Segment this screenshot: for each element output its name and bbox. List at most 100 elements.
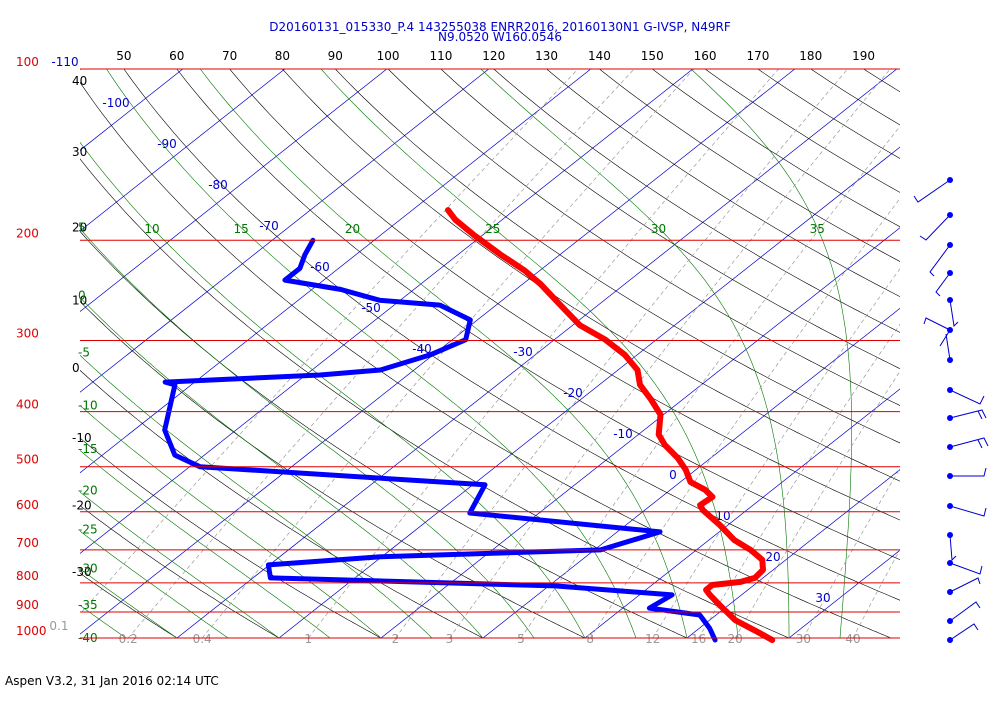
chart-title: D20160131_015330_P.4 143255038 ENRR2016,… — [269, 20, 731, 34]
wind-barb — [923, 317, 951, 347]
mixing-ratio-label: 5 — [517, 632, 525, 646]
dry-adiabat-label: -30 — [72, 565, 92, 579]
isotherm-label: -20 — [563, 386, 583, 400]
barb-dot — [947, 387, 953, 393]
moist-adiabat — [80, 568, 178, 638]
moist-adiabat-label: 15 — [233, 222, 248, 236]
isotherm-label: 20 — [765, 550, 780, 564]
isotherm — [80, 69, 694, 554]
wind-barb — [913, 179, 951, 203]
dry-adiabat-label: 50 — [116, 49, 131, 63]
moist-adiabat — [690, 69, 852, 638]
moist-adiabat-label: -20 — [78, 483, 98, 497]
moist-adiabat-label: 35 — [810, 222, 825, 236]
isotherm-label: -110 — [51, 55, 78, 69]
isotherm — [80, 69, 184, 151]
dry-adiabat — [176, 69, 900, 561]
chart-subtitle: N9.0520 W160.0546 — [438, 30, 562, 44]
dry-adiabat — [229, 69, 900, 521]
isotherm — [80, 69, 388, 312]
isotherm — [80, 69, 592, 474]
moist-adiabat — [80, 228, 535, 638]
mixing-ratio-line — [201, 69, 695, 638]
wind-barb — [949, 299, 959, 328]
dry-adiabat — [80, 158, 790, 638]
isotherm-label: -60 — [310, 260, 330, 274]
dry-adiabat — [546, 69, 900, 298]
pressure-label: 700 — [16, 536, 39, 550]
mixing-ratio-line — [589, 197, 900, 638]
barb-dot — [947, 327, 953, 333]
isotherm-label: 0 — [669, 468, 677, 482]
barb-dot — [947, 560, 953, 566]
isotherm-label: 10 — [715, 509, 730, 523]
dry-adiabat — [757, 69, 900, 159]
moist-adiabat-label: -30 — [78, 562, 98, 576]
dry-adiabat-label: 170 — [746, 49, 769, 63]
moist-adiabat — [80, 491, 280, 638]
mixing-ratio-label: 0.1 — [49, 619, 68, 633]
isotherm — [80, 69, 286, 232]
mixing-ratio-line — [127, 69, 635, 638]
mixing-ratio-label: 12 — [645, 632, 660, 646]
mixing-ratio-label: 20 — [728, 632, 743, 646]
moist-adiabat-label: 5 — [78, 221, 86, 235]
wind-barb — [929, 244, 951, 277]
isotherm-label: -30 — [513, 345, 533, 359]
mixing-ratio-label: 0.4 — [193, 632, 212, 646]
wind-barb — [949, 437, 989, 449]
moist-adiabat — [80, 405, 382, 638]
dry-adiabat — [440, 69, 900, 370]
barb-dot — [947, 532, 953, 538]
barb-dot — [947, 618, 953, 624]
mixing-ratio-label: 40 — [845, 632, 860, 646]
barb-dot — [947, 212, 953, 218]
moist-adiabat-label: 30 — [651, 222, 666, 236]
isotherm-label: -80 — [208, 178, 228, 192]
barb-dot — [947, 357, 953, 363]
dry-adiabat-label: 0 — [72, 361, 80, 375]
pressure-label: 800 — [16, 569, 39, 583]
barb-dot — [947, 177, 953, 183]
dry-adiabat-label: 110 — [429, 49, 452, 63]
barb-dot — [947, 270, 953, 276]
footer: Aspen V3.2, 31 Jan 2016 02:14 UTC — [5, 674, 219, 688]
isotherm-label: -40 — [412, 342, 432, 356]
wind-barb — [935, 272, 951, 297]
mixing-ratio-label: 8 — [586, 632, 594, 646]
mixing-ratio-line — [308, 69, 779, 638]
moist-adiabat-label: 20 — [345, 222, 360, 236]
isotherm-label: -90 — [157, 137, 177, 151]
moist-adiabat — [106, 69, 637, 638]
barb-dot — [947, 297, 953, 303]
dry-adiabat — [80, 81, 892, 638]
traces — [162, 207, 776, 643]
dry-adiabat — [493, 69, 900, 333]
moist-adiabat-label: 0 — [78, 288, 86, 302]
barb-dot — [947, 242, 953, 248]
dry-adiabat-label: 60 — [169, 49, 184, 63]
pressure-label: 200 — [16, 226, 39, 240]
barb-dot — [947, 503, 953, 509]
mixing-ratio-label: 16 — [691, 632, 706, 646]
mixing-ratio-label: 3 — [446, 632, 454, 646]
wind-barb — [949, 505, 987, 517]
pressure-label: 900 — [16, 598, 39, 612]
isotherm — [584, 388, 900, 638]
dry-adiabat — [80, 572, 178, 638]
dry-adiabat — [335, 69, 900, 444]
isotherm — [482, 307, 900, 638]
moist-adiabat — [0, 69, 75, 638]
mixing-ratio-line — [520, 125, 900, 638]
dry-adiabat — [80, 437, 382, 638]
wind-barb — [949, 601, 981, 622]
isotherm — [176, 69, 898, 638]
pressure-label: 400 — [16, 398, 39, 412]
dewpoint-trace — [162, 237, 718, 643]
moist-adiabat-label: 25 — [485, 222, 500, 236]
moist-adiabat — [199, 69, 688, 638]
mixing-ratio-line — [652, 268, 900, 638]
wind-barbs — [913, 179, 989, 641]
